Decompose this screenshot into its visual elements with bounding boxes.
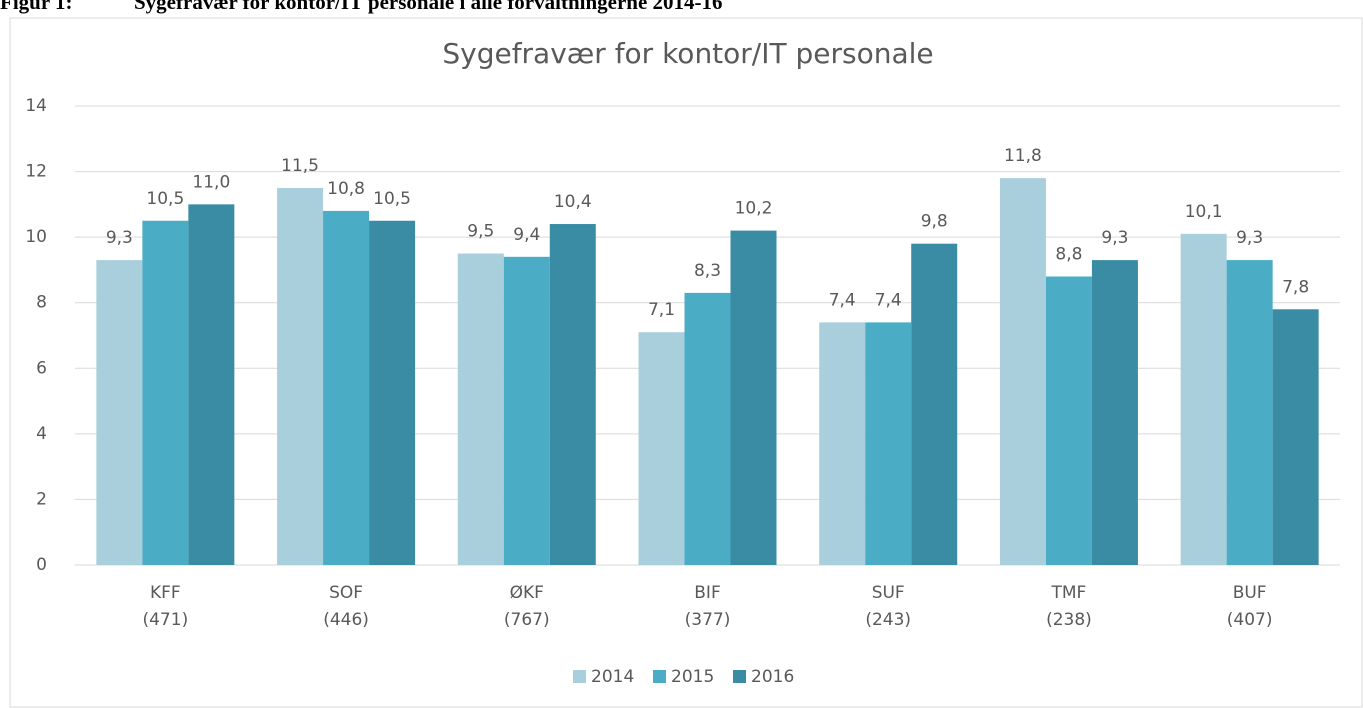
data-label: 7,8 [1282, 277, 1309, 297]
data-label: 9,8 [921, 212, 948, 232]
y-tick-label: 10 [25, 227, 47, 247]
legend-label: 2014 [591, 667, 634, 687]
bar [549, 224, 596, 565]
x-tick-line: BUF [1233, 583, 1267, 603]
x-tick-line: BIF [694, 583, 720, 603]
data-label: 8,8 [1055, 244, 1082, 264]
x-tick-label: TMF (238) [1046, 583, 1092, 630]
y-tick-label: 0 [36, 555, 47, 575]
x-tick-line: SUF [872, 583, 905, 603]
x-tick-label: SOF (446) [323, 583, 369, 630]
bar [188, 204, 235, 565]
data-label: 9,3 [106, 228, 133, 248]
y-tick-label: 4 [36, 424, 47, 444]
bar [277, 187, 324, 565]
y-tick-label: 12 [25, 162, 47, 182]
bar [369, 220, 416, 565]
bar [865, 322, 912, 565]
data-label: 10,8 [327, 179, 365, 199]
x-tick-line: (238) [1046, 610, 1092, 630]
bar [142, 220, 189, 565]
caption-text: Sygefravær for kontor/IT personale i all… [134, 0, 723, 14]
data-label: 10,5 [373, 189, 411, 209]
x-tick-line: (471) [142, 610, 188, 630]
y-tick-label: 2 [36, 489, 47, 509]
x-tick-label: KFF (471) [142, 583, 188, 630]
bar [1272, 309, 1319, 565]
x-tick-line: (446) [323, 610, 369, 630]
legend-label: 2016 [751, 667, 794, 687]
bar [730, 230, 777, 566]
bar [1226, 260, 1273, 565]
bar [1180, 233, 1227, 565]
bar [1045, 276, 1092, 565]
data-label: 7,4 [829, 290, 856, 310]
legend-label: 2015 [671, 667, 714, 687]
data-label: 10,2 [735, 199, 773, 219]
x-tick-line: (407) [1227, 610, 1273, 630]
y-tick-label: 8 [36, 293, 47, 313]
data-label: 11,0 [192, 172, 230, 192]
data-label: 9,3 [1101, 228, 1128, 248]
data-label: 7,1 [648, 300, 675, 320]
data-label: 9,3 [1236, 228, 1263, 248]
chart-title: Sygefravær for kontor/IT personale [442, 37, 933, 70]
data-label: 11,5 [281, 156, 319, 176]
y-tick-label: 6 [36, 358, 47, 378]
x-tick-line: KFF [150, 583, 181, 603]
data-label: 10,5 [146, 189, 184, 209]
x-tick-line: SOF [329, 583, 363, 603]
x-tick-line: (767) [504, 610, 550, 630]
legend-swatch [733, 670, 746, 683]
x-tick-label: ØKF (767) [504, 583, 550, 630]
bar [1091, 260, 1138, 565]
x-tick-line: (243) [865, 610, 911, 630]
data-label: 11,8 [1004, 146, 1042, 166]
bar [503, 256, 550, 565]
x-tick-line: ØKF [510, 583, 544, 603]
legend-swatch [573, 670, 586, 683]
data-label: 9,4 [513, 225, 540, 245]
data-label: 9,5 [467, 222, 494, 242]
bar [684, 292, 731, 565]
bar [638, 332, 685, 565]
data-label: 10,4 [554, 192, 592, 212]
x-tick-label: BIF (377) [685, 583, 731, 630]
bar [323, 210, 370, 565]
bar [96, 260, 143, 565]
bar [999, 178, 1046, 565]
bar [819, 322, 866, 565]
legend-swatch [653, 670, 666, 683]
x-tick-label: SUF (243) [865, 583, 911, 630]
bar [457, 253, 504, 566]
caption-label: Figur 1: [0, 0, 73, 14]
x-tick-line: (377) [685, 610, 731, 630]
bar [911, 243, 958, 565]
x-tick-label: BUF (407) [1227, 583, 1273, 630]
x-tick-line: TMF [1051, 583, 1087, 603]
data-label: 10,1 [1185, 202, 1223, 222]
data-label: 7,4 [875, 290, 902, 310]
y-tick-label: 14 [25, 96, 47, 116]
data-label: 8,3 [694, 261, 721, 281]
